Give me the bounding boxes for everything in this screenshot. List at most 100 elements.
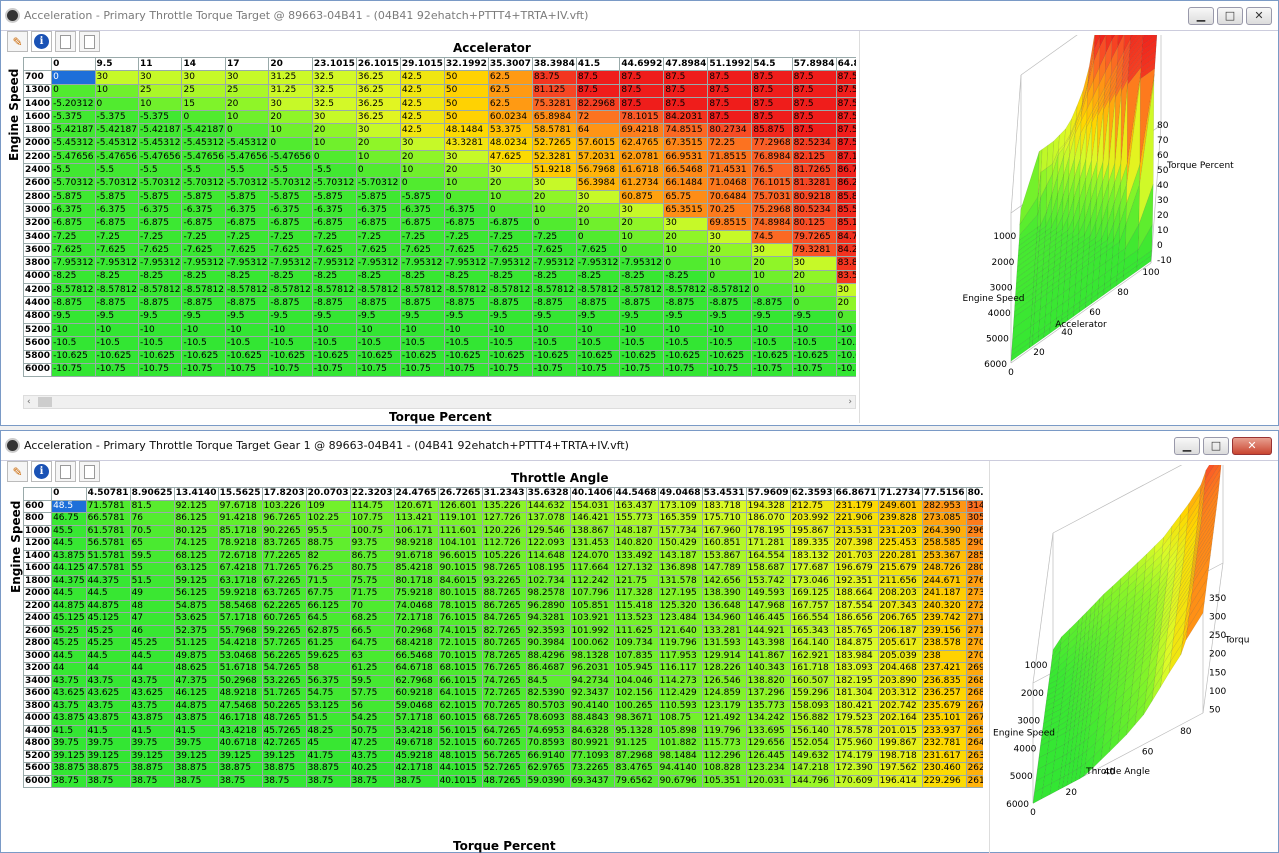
table-cell[interactable]: 143.187 <box>657 549 703 563</box>
table-cell[interactable]: -10.625 <box>399 349 445 364</box>
table-cell[interactable]: 138.820 <box>745 674 791 688</box>
row-header[interactable]: 4800 <box>23 309 53 324</box>
table-cell[interactable]: -10.5 <box>94 336 140 351</box>
table-cell[interactable]: 48.625 <box>173 662 219 676</box>
table-cell[interactable]: 268.859 <box>965 674 983 688</box>
table-cell[interactable]: 0 <box>531 216 577 231</box>
table-cell[interactable]: 0 <box>487 203 533 218</box>
table-cell[interactable]: 56.2265 <box>261 649 307 663</box>
table-cell[interactable]: 70.8593 <box>525 737 571 751</box>
table-cell[interactable]: 129.656 <box>745 737 791 751</box>
table-cell[interactable]: 84.7031 <box>835 229 856 245</box>
table-cell[interactable]: 75.7031 <box>751 189 793 205</box>
table-cell[interactable]: -8.57812 <box>707 283 753 298</box>
table-cell[interactable]: 177.687 <box>789 562 835 576</box>
table-cell[interactable]: -7.95312 <box>399 256 445 271</box>
table-cell[interactable]: 52.3281 <box>531 150 577 165</box>
table-cell[interactable]: -8.57812 <box>487 283 533 298</box>
table-cell[interactable]: 285.390 <box>965 549 983 563</box>
table-cell[interactable]: 102.156 <box>613 687 659 701</box>
table-cell[interactable]: 81.7265 <box>791 163 837 178</box>
row-header[interactable]: 2200 <box>23 599 53 613</box>
table-cell[interactable]: 44.375 <box>51 574 87 588</box>
table-cell[interactable]: -5.47656 <box>224 150 270 165</box>
table-cell[interactable]: 71.8515 <box>707 150 753 165</box>
table-cell[interactable]: 41.5 <box>129 724 175 738</box>
table-cell[interactable]: 50.2968 <box>217 674 263 688</box>
table-cell[interactable]: 84.6015 <box>437 574 483 588</box>
table-cell[interactable]: 45.125 <box>51 612 87 626</box>
table-cell[interactable]: -10.625 <box>835 349 856 364</box>
table-cell[interactable]: -10.5 <box>224 336 270 351</box>
table-cell[interactable]: 56.5781 <box>85 537 131 551</box>
table-cell[interactable]: 53.0468 <box>217 649 263 663</box>
scroll-right-icon[interactable]: › <box>848 397 852 407</box>
table-cell[interactable]: 72.1015 <box>437 637 483 651</box>
table-cell[interactable]: 48 <box>129 599 175 613</box>
table-cell[interactable]: -10.75 <box>791 362 837 378</box>
table-cell[interactable]: -10 <box>224 322 270 338</box>
table-cell[interactable]: 273.085 <box>921 512 967 526</box>
table-cell[interactable]: -9.5 <box>751 309 793 324</box>
table-cell[interactable]: 50.2265 <box>261 699 307 713</box>
table-cell[interactable]: 30 <box>619 203 665 218</box>
table-cell[interactable]: 56.3984 <box>575 176 621 191</box>
table-cell[interactable]: 69.4218 <box>619 123 665 138</box>
table-cell[interactable]: -8.25 <box>181 269 226 285</box>
table-cell[interactable]: -9.5 <box>268 309 313 324</box>
table-cell[interactable]: 70.5 <box>129 524 175 538</box>
table-cell[interactable]: -7.625 <box>181 243 226 258</box>
table-cell[interactable]: 0 <box>575 229 621 245</box>
table-cell[interactable]: 42.7265 <box>261 737 307 751</box>
table-cell[interactable]: 43.875 <box>51 549 87 563</box>
table-cell[interactable]: 147.218 <box>789 762 835 776</box>
table-cell[interactable]: -9.5 <box>443 309 489 324</box>
table-cell[interactable]: -8.25 <box>268 269 313 285</box>
table-cell[interactable]: -7.25 <box>137 229 183 245</box>
column-header[interactable]: 62.3593 <box>789 487 835 501</box>
table-cell[interactable]: 272.335 <box>965 599 983 613</box>
column-header[interactable]: 11 <box>137 57 183 72</box>
row-header[interactable]: 4000 <box>23 712 53 726</box>
table-cell[interactable]: 59.9218 <box>217 587 263 601</box>
table-cell[interactable]: -10.75 <box>355 362 401 378</box>
table-cell[interactable]: -10.625 <box>443 349 489 364</box>
row-header[interactable]: 2800 <box>23 189 53 205</box>
table-cell[interactable]: 127.726 <box>481 512 527 526</box>
table-cell[interactable]: 49.6718 <box>393 737 439 751</box>
table-cell[interactable]: 47.5468 <box>217 699 263 713</box>
table-cell[interactable]: 58.5468 <box>217 599 263 613</box>
table-cell[interactable]: 67.75 <box>305 587 351 601</box>
table-cell[interactable]: 220.281 <box>877 549 923 563</box>
table-cell[interactable]: -8.875 <box>51 296 96 311</box>
table-cell[interactable]: 192.351 <box>833 574 879 588</box>
table-cell[interactable]: 10 <box>311 136 357 152</box>
table-cell[interactable]: 152.054 <box>789 737 835 751</box>
table-cell[interactable]: 52.7265 <box>531 136 577 152</box>
table-grid[interactable]: 0 9.5 11 14 17 20 23.1015 26.1015 29.1015 32.1992… <box>23 57 856 380</box>
table-cell[interactable]: 93.2265 <box>481 574 527 588</box>
table-cell[interactable]: 203.312 <box>877 687 923 701</box>
row-header[interactable]: 6000 <box>23 362 53 378</box>
table-cell[interactable]: 62.5 <box>487 83 533 98</box>
table-cell[interactable]: 80.5703 <box>525 699 571 713</box>
table-cell[interactable]: 0 <box>355 163 401 178</box>
table-cell[interactable]: 0 <box>181 110 226 125</box>
table-cell[interactable]: 20 <box>751 256 793 271</box>
table-cell[interactable]: 51.6718 <box>217 662 263 676</box>
table-cell[interactable]: 122.093 <box>525 537 571 551</box>
table-cell[interactable]: 0 <box>791 296 837 311</box>
table-cell[interactable]: 98.3671 <box>613 712 659 726</box>
table-cell[interactable]: -10 <box>663 322 709 338</box>
row-header[interactable]: 1200 <box>23 537 53 551</box>
table-cell[interactable]: 30 <box>531 176 577 191</box>
surface-plot[interactable]: 0204060801001000200030004000500060008070… <box>863 35 1277 423</box>
row-header[interactable]: 2400 <box>23 612 53 626</box>
table-cell[interactable]: -10.5 <box>707 336 753 351</box>
table-cell[interactable]: 98.1484 <box>657 749 703 763</box>
table-cell[interactable]: 148.187 <box>613 524 659 538</box>
table-cell[interactable]: 0 <box>399 176 445 191</box>
table-cell[interactable]: -8.57812 <box>663 283 709 298</box>
table-cell[interactable]: 97.6718 <box>217 499 263 513</box>
table-cell[interactable]: -10.625 <box>137 349 183 364</box>
